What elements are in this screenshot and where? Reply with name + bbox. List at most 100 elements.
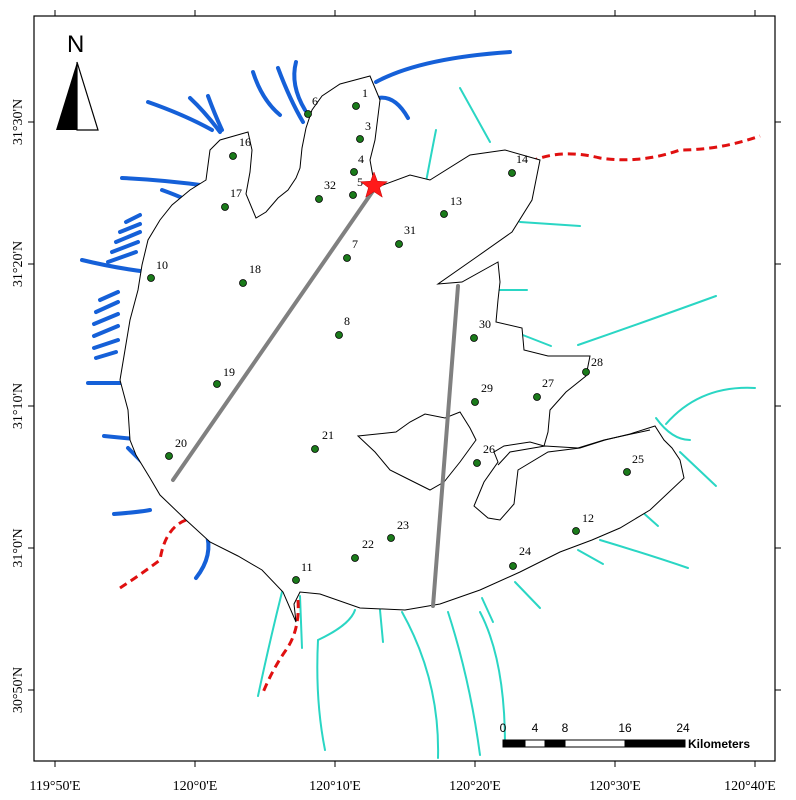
transect-2: [431, 284, 460, 608]
station-10: 10: [147, 258, 168, 282]
station-marker: [315, 195, 323, 203]
station-18: 18: [239, 262, 261, 287]
station-label: 1: [362, 86, 368, 100]
station-12: 12: [572, 511, 594, 535]
station-marker: [292, 576, 300, 584]
station-17: 17: [221, 186, 242, 211]
station-marker: [509, 562, 517, 570]
station-label: 4: [358, 152, 364, 166]
station-marker: [352, 102, 360, 110]
station-marker: [311, 445, 319, 453]
station-6: 6: [304, 94, 318, 118]
scale-bar: 0 4 8 16 24 Kilometers: [500, 721, 751, 751]
scale-unit: Kilometers: [688, 737, 750, 751]
station-label: 29: [481, 381, 493, 395]
station-29: 29: [471, 381, 493, 406]
station-marker: [356, 135, 364, 143]
station-label: 25: [632, 452, 644, 466]
scale-tick: 16: [618, 721, 632, 735]
station-1: 1: [352, 86, 368, 110]
outflow-rivers: [257, 87, 756, 759]
station-label: 12: [582, 511, 594, 525]
station-13: 13: [440, 194, 462, 218]
station-11: 11: [292, 560, 313, 584]
x-axis-labels: 119°50'E 120°0'E 120°10'E 120°20'E 120°3…: [29, 779, 775, 794]
station-marker: [473, 459, 481, 467]
station-marker: [508, 169, 516, 177]
station-marker: [582, 368, 590, 376]
reference-star: [360, 171, 388, 198]
x-label: 120°30'E: [589, 779, 641, 794]
station-19: 19: [213, 365, 235, 388]
station-label: 14: [516, 152, 528, 166]
station-25: 25: [623, 452, 644, 476]
station-label: 10: [156, 258, 168, 272]
station-marker: [213, 380, 221, 388]
station-label: 31: [404, 223, 416, 237]
station-label: 24: [519, 544, 531, 558]
station-label: 23: [397, 518, 409, 532]
station-22: 22: [351, 537, 374, 562]
station-label: 8: [344, 314, 350, 328]
x-label: 120°20'E: [449, 779, 501, 794]
station-marker: [304, 110, 312, 118]
scale-tick: 4: [532, 721, 539, 735]
station-20: 20: [165, 436, 187, 460]
station-32: 32: [315, 178, 336, 203]
station-marker: [221, 203, 229, 211]
station-23: 23: [387, 518, 409, 542]
station-27: 27: [533, 376, 554, 401]
y-label: 31°0'N: [11, 528, 26, 567]
station-marker: [229, 152, 237, 160]
station-14: 14: [508, 152, 528, 177]
station-26: 26: [473, 442, 495, 467]
station-marker: [395, 240, 403, 248]
y-label: 31°20'N: [11, 241, 26, 287]
station-marker: [147, 274, 155, 282]
station-label: 17: [230, 186, 242, 200]
station-21: 21: [311, 428, 334, 453]
station-3: 3: [356, 119, 371, 143]
station-label: 32: [324, 178, 336, 192]
station-24: 24: [509, 544, 531, 570]
north-label: N: [67, 31, 84, 58]
station-label: 7: [352, 237, 358, 251]
station-8: 8: [335, 314, 350, 339]
station-marker: [165, 452, 173, 460]
station-7: 7: [343, 237, 358, 262]
station-label: 28: [591, 355, 603, 369]
station-31: 31: [395, 223, 416, 248]
station-label: 5: [357, 175, 363, 189]
y-axis-labels: 31°30'N 31°20'N 31°10'N 31°0'N 30°50'N: [11, 99, 26, 713]
station-label: 22: [362, 537, 374, 551]
station-label: 13: [450, 194, 462, 208]
station-label: 26: [483, 442, 495, 456]
station-5: 5: [349, 175, 363, 199]
station-label: 11: [301, 560, 313, 574]
stations-layer: 1345678101112131416171819202122232425262…: [147, 86, 644, 584]
station-label: 16: [239, 135, 251, 149]
station-marker: [471, 398, 479, 406]
station-marker: [351, 554, 359, 562]
station-marker: [533, 393, 541, 401]
station-label: 3: [365, 119, 371, 133]
transects: [171, 186, 460, 608]
red-dashed-boundaries: [119, 134, 761, 696]
station-16: 16: [229, 135, 251, 160]
x-label: 119°50'E: [29, 779, 80, 794]
station-label: 21: [322, 428, 334, 442]
transect-1: [171, 186, 377, 482]
station-marker: [349, 191, 357, 199]
station-marker: [343, 254, 351, 262]
station-4: 4: [350, 152, 364, 176]
scale-tick: 8: [562, 721, 569, 735]
station-marker: [350, 168, 358, 176]
station-label: 27: [542, 376, 554, 390]
station-30: 30: [470, 317, 491, 342]
station-marker: [572, 527, 580, 535]
scale-tick: 24: [676, 721, 690, 735]
x-label: 120°10'E: [309, 779, 361, 794]
y-label: 31°10'N: [11, 383, 26, 429]
y-label: 31°30'N: [11, 99, 26, 145]
axis-ticks: [28, 10, 781, 767]
